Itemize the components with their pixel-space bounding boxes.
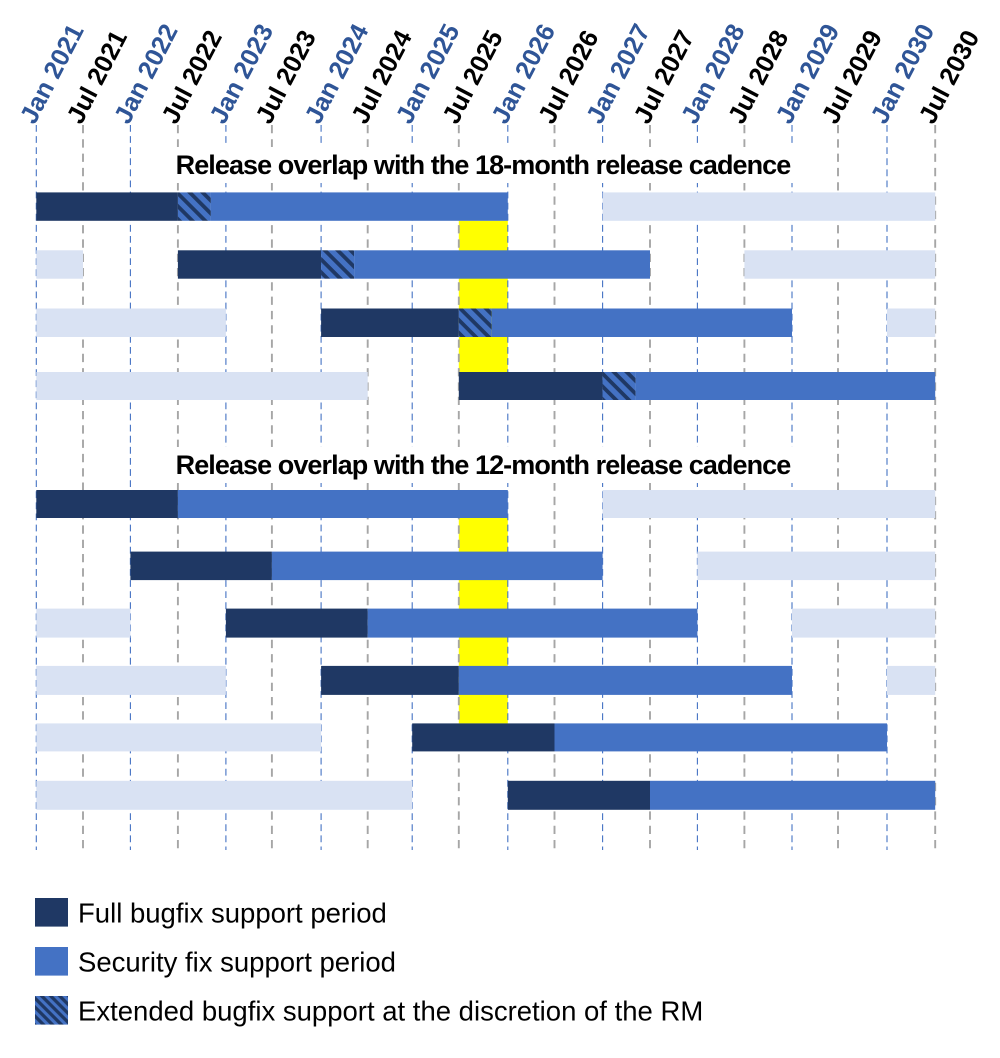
svg-text:Extended bugfix support at the: Extended bugfix support at the discretio… — [78, 996, 703, 1027]
svg-text:Full bugfix support period: Full bugfix support period — [78, 898, 387, 929]
svg-text:Security fix support period: Security fix support period — [78, 947, 396, 978]
svg-text:Release overlap with the 12-mo: Release overlap with the 12-month releas… — [176, 450, 792, 480]
svg-text:Release overlap with the 18-mo: Release overlap with the 18-month releas… — [176, 150, 792, 180]
